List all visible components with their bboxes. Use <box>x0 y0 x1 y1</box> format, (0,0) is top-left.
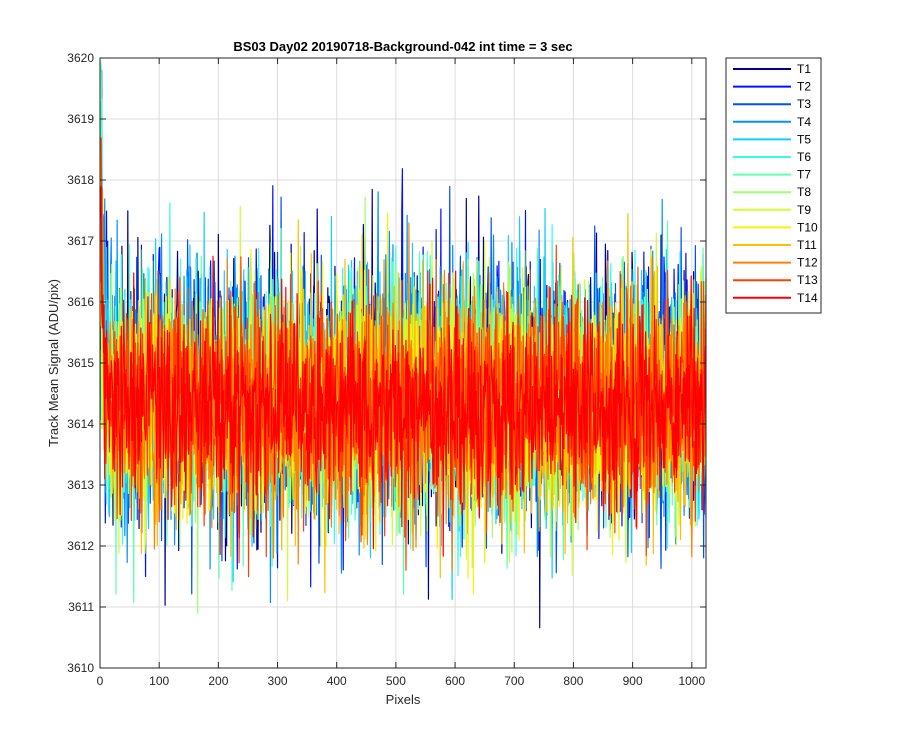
chart-title: BS03 Day02 20190718-Background-042 int t… <box>233 39 572 54</box>
legend-label-t8: T8 <box>797 185 811 199</box>
x-tick-label: 400 <box>327 674 347 688</box>
y-tick-label: 3615 <box>67 356 94 370</box>
x-tick-label: 900 <box>623 674 643 688</box>
y-tick-label: 3617 <box>67 234 94 248</box>
y-tick-label: 3613 <box>67 478 94 492</box>
legend-label-t5: T5 <box>797 132 811 146</box>
legend: T1 T2 T3 T4 T5 T6 T7 T8 T9 T10 T11 T12 T13 T14 <box>725 57 822 314</box>
legend-label-t12: T12 <box>797 256 818 270</box>
legend-label-t2: T2 <box>797 80 811 94</box>
y-tick-label: 3610 <box>67 661 94 675</box>
series-group <box>100 60 706 629</box>
legend-label-t4: T4 <box>797 115 811 129</box>
x-tick-label: 700 <box>504 674 524 688</box>
x-tick-label: 500 <box>386 674 406 688</box>
legend-label-t1: T1 <box>797 62 811 76</box>
legend-label-t3: T3 <box>797 97 811 111</box>
legend-label-t7: T7 <box>797 168 811 182</box>
legend-label-t14: T14 <box>797 291 818 305</box>
y-tick-label: 3614 <box>67 417 94 431</box>
x-tick-label: 200 <box>208 674 228 688</box>
x-tick-label: 800 <box>563 674 583 688</box>
y-tick-label: 3620 <box>67 51 94 65</box>
x-tick-label: 100 <box>149 674 169 688</box>
legend-label-t10: T10 <box>797 220 818 234</box>
x-tick-label: 0 <box>97 674 104 688</box>
y-tick-label: 3612 <box>67 539 94 553</box>
legend-label-t11: T11 <box>797 238 817 252</box>
x-axis-label: Pixels <box>386 692 421 707</box>
legend-label-t9: T9 <box>797 203 811 217</box>
y-tick-label: 3611 <box>68 600 94 614</box>
legend-box <box>725 57 822 314</box>
series-line-t13 <box>100 137 706 578</box>
y-tick-label: 3618 <box>67 173 94 187</box>
y-tick-label: 3616 <box>67 295 94 309</box>
y-axis-label: Track Mean Signal (ADU/pix) <box>46 279 61 447</box>
legend-label-t6: T6 <box>797 150 811 164</box>
ticks: 0 100 200 300 400 500 600 700 800 900 1000 3610 3611… <box>67 51 706 688</box>
y-tick-label: 3619 <box>67 112 94 126</box>
x-tick-label: 600 <box>445 674 465 688</box>
series-line-t14 <box>100 186 706 557</box>
legend-label-t13: T13 <box>797 273 818 287</box>
x-tick-label: 300 <box>268 674 288 688</box>
x-tick-label: 1000 <box>678 674 705 688</box>
